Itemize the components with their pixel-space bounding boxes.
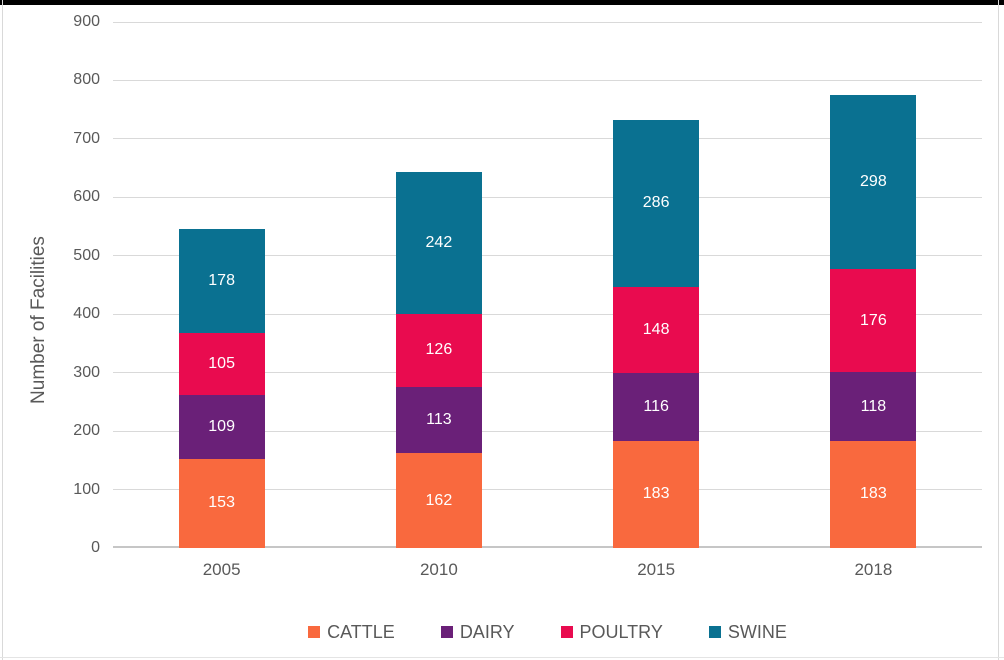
gridline [113,430,982,432]
data-label: 116 [643,398,669,416]
gridline [113,372,982,374]
bar-segment-dairy-2010: 113 [395,387,482,454]
bar-2018: 298 176 118 183 [830,95,917,548]
legend-swatch-dairy [440,626,453,638]
bar-segment-cattle-2015: 183 [613,441,700,548]
y-tick-label: 700 [73,129,100,147]
top-border [0,0,1004,5]
legend-label: DAIRY [459,621,515,642]
bar-segment-dairy-2005: 109 [178,394,265,459]
bar-2005: 178 105 109 153 [178,229,265,548]
data-label: 176 [860,311,887,329]
x-axis-labels: 2005 2010 2015 2018 [113,560,982,584]
bar-segment-poultry-2010: 126 [395,313,482,388]
bar-segment-cattle-2010: 162 [395,453,482,548]
legend-label: POULTRY [579,621,663,642]
bar-segment-dairy-2015: 116 [613,373,700,441]
plot-area: 178 105 109 153 242 126 113 162 286 148 116 183 298 1… [113,21,982,548]
data-label: 118 [860,397,887,415]
left-edge-line [2,0,3,660]
gridline [113,79,982,81]
gridline [113,196,982,198]
data-label: 298 [860,173,887,191]
data-label: 183 [860,485,887,503]
legend-label: CATTLE [327,621,395,642]
data-label: 148 [642,320,670,338]
data-label: 286 [642,194,670,212]
data-label: 109 [208,417,235,435]
bar-segment-swine-2005: 178 [178,229,265,334]
y-tick-label: 100 [73,480,100,498]
bar-segment-cattle-2018: 183 [830,441,917,548]
bar-segment-poultry-2005: 105 [178,333,265,395]
data-label: 126 [425,341,453,359]
gridline [113,138,982,140]
y-axis-tick-labels: 0 100 200 300 400 500 600 700 800 900 [0,13,100,556]
bar-segment-cattle-2005: 153 [178,458,265,548]
right-edge-line [998,0,999,660]
y-tick-label: 800 [73,71,100,89]
gridline [113,21,982,23]
data-label: 113 [426,411,452,429]
legend: CATTLE DAIRY POULTRY SWINE [113,616,982,648]
data-label: 183 [642,485,670,503]
bar-segment-swine-2015: 286 [613,119,700,287]
bottom-edge-line [0,657,1004,658]
x-axis-label: 2010 [419,560,458,579]
legend-swatch-poultry [560,626,573,638]
y-tick-label: 300 [73,363,100,381]
legend-swatch-cattle [308,626,321,638]
y-tick-label: 200 [73,422,100,440]
legend-swatch-swine [708,626,721,638]
y-tick-label: 0 [91,539,100,556]
bar-segment-dairy-2018: 118 [830,372,917,442]
y-tick-label: 400 [73,305,100,323]
data-label: 178 [208,272,235,290]
bar-segment-swine-2018: 298 [830,95,917,270]
bar-2015: 286 148 116 183 [613,119,700,548]
legend-item-swine: SWINE [708,621,787,643]
bar-segment-poultry-2018: 176 [830,269,917,373]
legend-item-poultry: POULTRY [560,621,663,643]
y-tick-label: 900 [73,13,100,30]
gridline [113,255,982,257]
bar-segment-poultry-2015: 148 [613,286,700,374]
x-axis-label: 2018 [854,560,893,579]
x-axis-label: 2015 [637,560,676,579]
bar-segment-swine-2010: 242 [395,172,482,314]
gridline [113,313,982,315]
data-label: 162 [425,491,453,509]
gridline [113,489,982,491]
x-axis-line [113,546,982,548]
data-label: 153 [208,494,235,512]
data-label: 105 [208,355,235,373]
legend-item-dairy: DAIRY [440,621,515,643]
bar-2010: 242 126 113 162 [395,172,482,548]
data-label: 242 [425,233,453,251]
y-tick-label: 600 [73,188,100,206]
y-tick-label: 500 [73,246,100,264]
legend-label: SWINE [727,621,787,642]
legend-item-cattle: CATTLE [308,622,395,643]
x-axis-label: 2005 [202,560,241,579]
